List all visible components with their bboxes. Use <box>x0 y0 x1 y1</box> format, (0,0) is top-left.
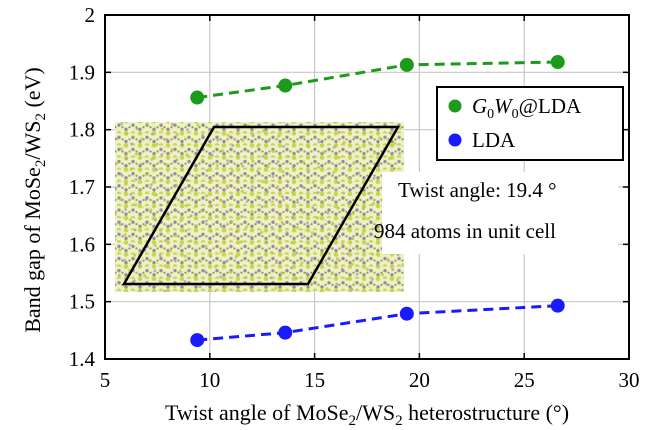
y-tick-label: 1.4 <box>69 347 96 371</box>
data-point-lda <box>190 333 205 348</box>
y-axis-title-pre: Band gap of MoSe <box>20 167 45 333</box>
legend-gw-w-sub: 0 <box>512 107 519 122</box>
x-axis-title-pre: Twist angle of MoSe <box>165 400 349 425</box>
axis-ticks: 5 10 15 20 25 30 1.4 1.5 1.6 1.7 1.8 1.9 2 <box>69 3 640 392</box>
legend-marker-lda <box>448 133 462 147</box>
y-axis-title-mid: /WS <box>20 121 45 160</box>
y-tick-label: 1.9 <box>69 60 95 84</box>
legend-gw-g-sub: 0 <box>487 107 494 122</box>
x-tick-label: 5 <box>100 368 111 392</box>
y-axis-title-sub1: 2 <box>33 160 49 168</box>
x-axis-title-sub1: 2 <box>349 413 357 429</box>
legend-label-lda: LDA <box>472 128 516 152</box>
y-axis-title: Band gap of MoSe2/WS2 (eV) <box>20 67 49 333</box>
data-point-gw-lda <box>278 78 293 93</box>
y-tick-label: 1.8 <box>69 118 95 142</box>
y-tick-label: 1.5 <box>69 290 95 314</box>
legend: G0W0@LDA LDA <box>436 86 624 161</box>
data-point-gw-lda <box>550 55 565 70</box>
x-tick-label: 25 <box>514 368 535 392</box>
y-tick-label: 1.7 <box>69 175 95 199</box>
y-axis-title-sub2: 2 <box>33 113 49 121</box>
unit-cell-outline <box>121 125 401 286</box>
x-axis-title: Twist angle of MoSe2/WS2 heterostructure… <box>165 400 569 429</box>
legend-label-gw: G0W0@LDA <box>472 94 582 122</box>
inset-lattice <box>115 122 404 292</box>
y-tick-label: 2 <box>85 3 96 27</box>
legend-box <box>436 86 624 161</box>
series-layer <box>190 55 565 348</box>
data-point-lda <box>278 325 293 340</box>
legend-marker-gw <box>448 99 462 113</box>
annotation-background <box>382 172 618 254</box>
x-axis-title-mid: /WS <box>356 400 395 425</box>
x-tick-label: 15 <box>304 368 325 392</box>
x-axis-title-sub2: 2 <box>395 413 403 429</box>
inset-lattice-overlay <box>115 122 404 292</box>
x-tick-label: 20 <box>409 368 430 392</box>
data-point-lda <box>550 298 565 313</box>
x-tick-label: 30 <box>619 368 640 392</box>
series-line-lda <box>197 304 558 342</box>
annotation-twist-angle: Twist angle: 19.4 ° <box>398 178 557 202</box>
data-point-lda <box>399 306 414 321</box>
legend-gw-g: G <box>472 94 487 118</box>
series-line-gw-lda <box>197 60 558 100</box>
legend-gw-w: W <box>494 94 514 118</box>
annotation-atom-count: 984 atoms in unit cell <box>374 219 556 243</box>
data-point-gw-lda <box>190 90 205 105</box>
x-tick-label: 10 <box>199 368 220 392</box>
legend-gw-rest: @LDA <box>519 94 582 118</box>
y-tick-label: 1.6 <box>69 232 95 256</box>
x-axis-title-post: heterostructure (°) <box>403 400 569 425</box>
y-axis-title-post: (eV) <box>20 67 45 113</box>
data-point-gw-lda <box>399 57 414 72</box>
